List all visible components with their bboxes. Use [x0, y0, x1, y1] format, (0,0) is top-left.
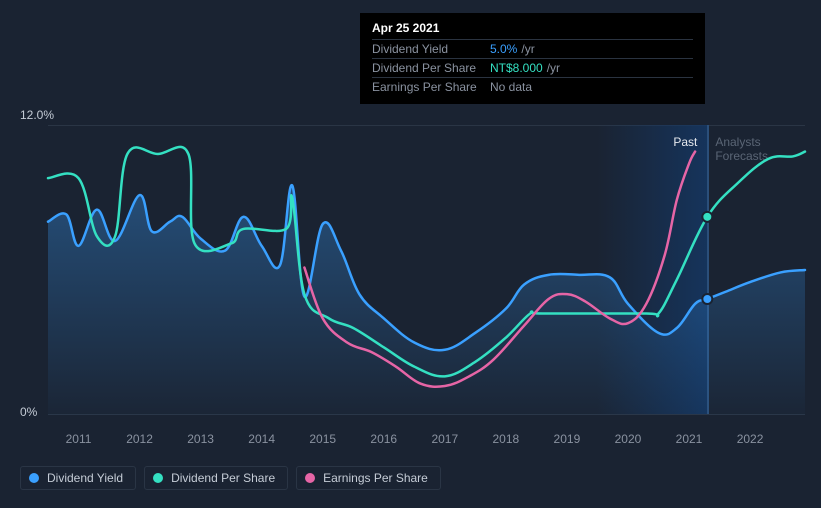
y-axis-label-min: 0%	[20, 405, 37, 419]
dividend-per-share-marker	[702, 212, 712, 222]
tooltip-metric-label: Dividend Per Share	[372, 61, 490, 75]
tooltip-metric-value: No data	[490, 80, 532, 94]
tooltip-metric-label: Dividend Yield	[372, 42, 490, 56]
x-axis-tick: 2019	[554, 432, 581, 446]
tooltip-metric-value: NT$8.000	[490, 61, 543, 75]
x-axis-tick: 2021	[676, 432, 703, 446]
tooltip-date: Apr 25 2021	[372, 19, 693, 39]
legend-label: Earnings Per Share	[323, 471, 428, 485]
x-axis-tick: 2011	[66, 432, 92, 446]
x-axis-tick: 2015	[309, 432, 336, 446]
x-axis-tick: 2016	[370, 432, 397, 446]
chart-tooltip: Apr 25 2021 Dividend Yield5.0%/yrDividen…	[360, 13, 705, 104]
legend-dot-icon	[153, 473, 163, 483]
y-axis-label-max: 12.0%	[20, 108, 54, 122]
x-axis-tick: 2014	[248, 432, 275, 446]
legend-item-earnings-per-share[interactable]: Earnings Per Share	[296, 466, 441, 490]
legend-dot-icon	[29, 473, 39, 483]
plot-area[interactable]: Past Analysts Forecasts	[48, 125, 805, 415]
dividend-yield-marker	[702, 294, 712, 304]
legend-dot-icon	[305, 473, 315, 483]
chart-svg	[48, 125, 805, 414]
x-axis-tick: 2013	[187, 432, 214, 446]
legend-item-dividend-per-share[interactable]: Dividend Per Share	[144, 466, 288, 490]
x-axis-tick: 2018	[493, 432, 520, 446]
legend-label: Dividend Yield	[47, 471, 123, 485]
legend-item-dividend-yield[interactable]: Dividend Yield	[20, 466, 136, 490]
x-axis-tick: 2017	[431, 432, 458, 446]
legend-label: Dividend Per Share	[171, 471, 275, 485]
chart-legend: Dividend Yield Dividend Per Share Earnings…	[20, 466, 441, 490]
dividend-yield-area	[48, 185, 805, 415]
tooltip-metric-value: 5.0%	[490, 42, 517, 56]
tooltip-row: Dividend Per ShareNT$8.000/yr	[372, 58, 693, 77]
x-axis-tick: 2020	[615, 432, 642, 446]
x-axis-tick: 2012	[126, 432, 153, 446]
x-axis-tick: 2022	[737, 432, 764, 446]
tooltip-metric-unit: /yr	[521, 42, 534, 56]
tooltip-metric-label: Earnings Per Share	[372, 80, 490, 94]
tooltip-row: Earnings Per ShareNo data	[372, 77, 693, 96]
tooltip-row: Dividend Yield5.0% /yr	[372, 39, 693, 58]
dividend-chart: Apr 25 2021 Dividend Yield5.0%/yrDividen…	[0, 0, 821, 508]
tooltip-metric-unit: /yr	[547, 61, 560, 75]
